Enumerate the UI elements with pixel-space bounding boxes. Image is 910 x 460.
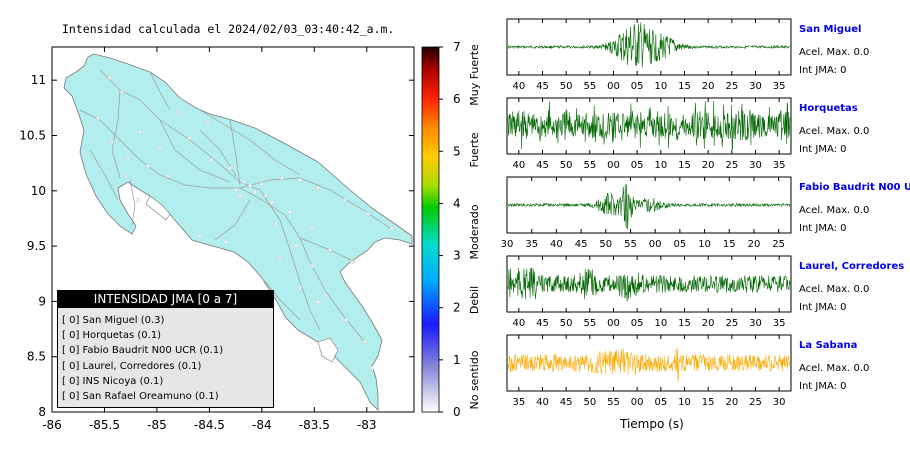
- station-name: Horquetas: [799, 103, 858, 114]
- station-name: Fabio Baudrit N00 UCR: [799, 182, 910, 193]
- map-x-tick: -83: [357, 418, 377, 432]
- map-x-tick: -84: [252, 418, 272, 432]
- colorbar-tick: 6: [453, 92, 461, 106]
- accel-max-label: Acel. Max. 0.0: [799, 126, 870, 137]
- legend-item: [ 0] INS Nicoya (0.1): [62, 375, 164, 387]
- legend-item: [ 0] Fabio Baudrit N00 UCR (0.1): [62, 345, 224, 357]
- colorbar-label: Moderado: [468, 204, 481, 259]
- map-x-tick: -85.5: [89, 418, 120, 432]
- map-x-tick: -85: [147, 418, 167, 432]
- legend-item: [ 0] San Rafael Oreamuno (0.1): [62, 391, 219, 403]
- accel-max-label: Acel. Max. 0.0: [799, 205, 870, 216]
- map-y-tick: 9.5: [27, 239, 46, 253]
- legend-item: [ 0] Horquetas (0.1): [62, 330, 162, 342]
- map-y-tick: 9: [38, 294, 46, 308]
- colorbar-tick: 2: [453, 301, 461, 315]
- jma-intensity-label: Int JMA: 0: [799, 381, 847, 392]
- station-name: La Sabana: [799, 340, 858, 351]
- colorbar: [421, 46, 440, 413]
- colorbar-tick: 7: [453, 40, 461, 54]
- gulf-water: [145, 195, 171, 221]
- jma-intensity-label: Int JMA: 0: [799, 144, 847, 155]
- jma-intensity-label: Int JMA: 0: [799, 302, 847, 313]
- map-x-tick: -86: [42, 418, 62, 432]
- map-x-tick: -83.5: [299, 418, 330, 432]
- colorbar-labels: Muy Fuerte Fuerte Moderado Debil No sentido: [468, 44, 481, 410]
- colorbar-label: No sentido: [468, 350, 481, 409]
- golfo-dulce: [317, 337, 339, 363]
- station-name: Laurel, Corredores: [799, 261, 905, 272]
- accel-max-label: Acel. Max. 0.0: [799, 47, 870, 58]
- map-y-tick: 10: [31, 184, 46, 198]
- map-y-tick: 8.5: [27, 350, 46, 364]
- colorbar-label: Debil: [468, 286, 481, 314]
- map-y-axis: 11 10.5 10 9.5 9 8.5 8: [19, 73, 414, 419]
- colorbar-tick: 3: [453, 249, 461, 263]
- town-markers: [96, 76, 394, 370]
- legend-item: [ 0] Laurel, Corredores (0.1): [62, 360, 202, 372]
- map-x-axis: -86 -85.5 -85 -84.5 -84 -83.5 -83: [42, 47, 377, 432]
- colorbar-tick: 1: [453, 353, 461, 367]
- legend: INTENSIDAD JMA [0 a 7] [ 0] San Miguel (…: [57, 290, 274, 408]
- time-axis-label: Tiempo (s): [620, 417, 684, 431]
- colorbar-label: Muy Fuerte: [468, 44, 481, 106]
- accel-max-label: Acel. Max. 0.0: [799, 284, 870, 295]
- map-title: Intensidad calculada el 2024/02/03_03:40…: [62, 22, 395, 36]
- map-y-tick: 11: [31, 73, 46, 87]
- colorbar-tick: 4: [453, 196, 461, 210]
- colorbar-ticks: 7 6 5 4 3 2 1 0: [439, 40, 461, 419]
- colorbar-tick: 0: [453, 405, 461, 419]
- legend-title: INTENSIDAD JMA [0 a 7]: [58, 291, 273, 308]
- map-y-tick: 8: [38, 405, 46, 419]
- map-x-tick: -84.5: [194, 418, 225, 432]
- legend-item: [ 0] San Miguel (0.3): [62, 315, 165, 326]
- country-land: [63, 53, 413, 411]
- jma-intensity-label: Int JMA: 0: [799, 223, 847, 234]
- station-name: San Miguel: [799, 24, 862, 35]
- colorbar-label: Fuerte: [468, 132, 481, 167]
- jma-intensity-label: Int JMA: 0: [799, 65, 847, 76]
- colorbar-tick: 5: [453, 144, 461, 158]
- map-y-tick: 10.5: [19, 128, 46, 142]
- accel-max-label: Acel. Max. 0.0: [799, 363, 870, 374]
